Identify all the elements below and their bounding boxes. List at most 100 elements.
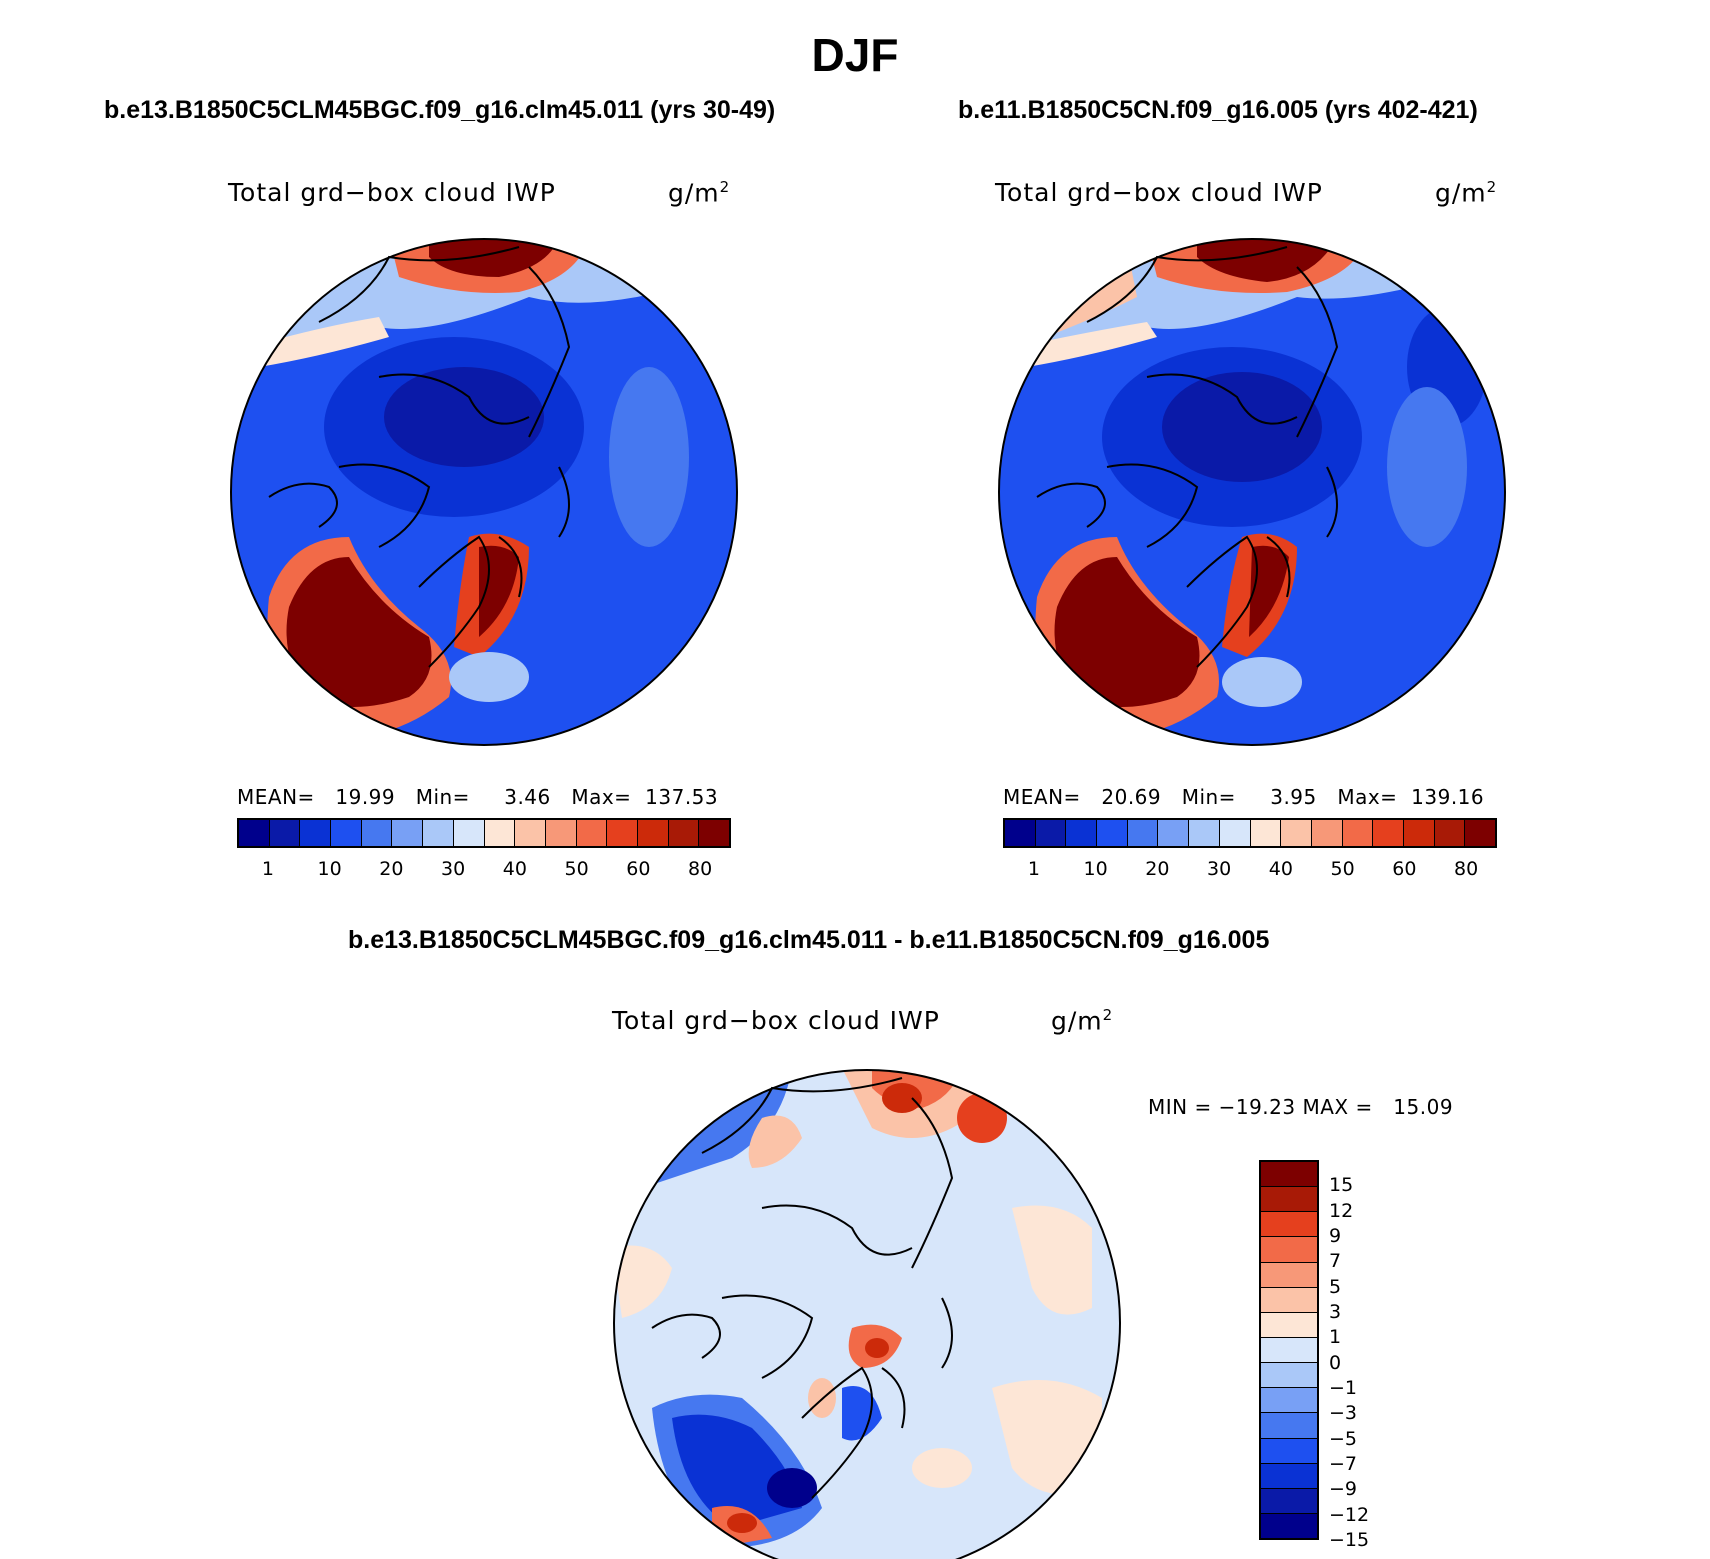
colorbar-swatch xyxy=(1066,820,1098,846)
colorbar-swatch xyxy=(1035,820,1067,846)
diff-colorbar-labels: 15 12 9 7 5 3 1 0 −1 −3 −5 −7 −9 −12 −15 xyxy=(1329,1160,1389,1551)
colorbar-tick-label: 30 xyxy=(441,858,466,880)
colorbar-swatch xyxy=(1261,1337,1317,1364)
colorbar-tick-label: 15 xyxy=(1329,1174,1354,1197)
colorbar-tick-label: 1 xyxy=(1027,858,1040,880)
colorbar-tick-label: 3 xyxy=(1329,1301,1342,1323)
colorbar-swatch xyxy=(453,820,485,846)
colorbar-tick-label: 20 xyxy=(379,858,404,880)
colorbar-tick-label: −12 xyxy=(1329,1503,1370,1526)
diff-case-title: b.e13.B1850C5CLM45BGC.f09_g16.clm45.011 … xyxy=(348,926,1270,954)
colorbar-tick-label: 10 xyxy=(317,858,342,880)
diff-minmax: MIN = −19.23 MAX = 15.09 xyxy=(1148,1095,1454,1119)
colorbar-swatch xyxy=(1158,820,1190,846)
colorbar-tick-label: 0 xyxy=(1329,1351,1342,1374)
colorbar-tick-label: −1 xyxy=(1329,1377,1358,1399)
panel1-units: g/m2 xyxy=(668,178,731,208)
panel1-variable-title: Total grd−box cloud IWP xyxy=(228,178,556,207)
colorbar-tick-label: −7 xyxy=(1329,1453,1358,1475)
colorbar-swatch xyxy=(1281,820,1312,846)
colorbar-tick-label: 80 xyxy=(688,858,713,880)
panel2-stats: MEAN= 20.69 Min= 3.95 Max= 139.16 xyxy=(1003,785,1485,809)
colorbar-swatch xyxy=(1127,820,1159,846)
colorbar-swatch xyxy=(392,820,424,846)
colorbar-swatch xyxy=(1261,1363,1317,1389)
colorbar-swatch xyxy=(1261,1438,1317,1464)
colorbar-swatch xyxy=(1250,820,1282,846)
panel2-units: g/m2 xyxy=(1435,178,1498,208)
colorbar-swatch xyxy=(1261,1388,1317,1414)
diff-polar-map xyxy=(613,1069,1121,1559)
diff-units: g/m2 xyxy=(1051,1006,1114,1036)
colorbar-swatch xyxy=(1373,820,1404,846)
colorbar-tick-label: 80 xyxy=(1454,858,1479,880)
colorbar-swatch xyxy=(1261,1488,1317,1514)
colorbar-swatch xyxy=(1261,1262,1317,1288)
colorbar-swatch xyxy=(361,820,393,846)
colorbar-swatch xyxy=(515,820,546,846)
colorbar-tick-label: 50 xyxy=(1330,858,1355,880)
colorbar-swatch xyxy=(1261,1312,1317,1338)
colorbar-swatch xyxy=(576,820,608,846)
colorbar-tick-label: −3 xyxy=(1329,1402,1358,1425)
colorbar-swatch xyxy=(1261,1162,1317,1188)
colorbar-tick-label: 60 xyxy=(1392,858,1417,880)
colorbar-tick-label: 20 xyxy=(1145,858,1170,880)
panel1-stats: MEAN= 19.99 Min= 3.46 Max= 137.53 xyxy=(237,785,719,809)
colorbar-tick-label: 12 xyxy=(1329,1199,1354,1222)
colorbar-swatch xyxy=(545,820,577,846)
panel1-colorbar-labels: 1 10 20 30 40 50 60 80 xyxy=(237,858,731,882)
colorbar-swatch xyxy=(484,820,516,846)
colorbar-tick-label: 1 xyxy=(261,858,274,880)
colorbar-swatch xyxy=(423,820,454,846)
colorbar-swatch xyxy=(607,820,638,846)
colorbar-swatch xyxy=(1219,820,1251,846)
colorbar-tick-label: 5 xyxy=(1329,1275,1342,1298)
colorbar-tick-label: 40 xyxy=(502,858,527,880)
colorbar-tick-label: 9 xyxy=(1329,1225,1342,1247)
colorbar-swatch xyxy=(1261,1513,1317,1539)
panel2-variable-title: Total grd−box cloud IWP xyxy=(995,178,1323,207)
colorbar-swatch xyxy=(1097,820,1128,846)
colorbar-swatch xyxy=(1261,1212,1317,1238)
colorbar-tick-label: 40 xyxy=(1268,858,1293,880)
panel1-colorbar xyxy=(237,818,731,848)
panel2-polar-map xyxy=(998,238,1506,746)
diff-variable-title: Total grd−box cloud IWP xyxy=(612,1006,940,1035)
colorbar-tick-label: −9 xyxy=(1329,1478,1358,1501)
colorbar-swatch xyxy=(637,820,669,846)
panel2-colorbar xyxy=(1003,818,1497,848)
colorbar-tick-label: 7 xyxy=(1329,1250,1342,1273)
colorbar-swatch xyxy=(699,820,729,846)
colorbar-swatch xyxy=(1261,1413,1317,1439)
colorbar-tick-label: 60 xyxy=(626,858,651,880)
colorbar-swatch xyxy=(668,820,700,846)
diff-colorbar xyxy=(1259,1160,1319,1540)
colorbar-swatch xyxy=(1434,820,1466,846)
colorbar-swatch xyxy=(1311,820,1343,846)
colorbar-swatch xyxy=(300,820,332,846)
colorbar-tick-label: −5 xyxy=(1329,1427,1358,1450)
colorbar-swatch xyxy=(269,820,301,846)
colorbar-swatch xyxy=(331,820,362,846)
colorbar-swatch xyxy=(1465,820,1495,846)
panel2-case-title: b.e11.B1850C5CN.f09_g16.005 (yrs 402-421… xyxy=(958,96,1478,124)
panel1-case-title: b.e13.B1850C5CLM45BGC.f09_g16.clm45.011 … xyxy=(104,96,776,124)
colorbar-tick-label: 50 xyxy=(564,858,589,880)
colorbar-swatch xyxy=(1005,820,1036,846)
figure-title: DJF xyxy=(811,29,899,81)
colorbar-swatch xyxy=(1261,1237,1317,1263)
colorbar-swatch xyxy=(1342,820,1374,846)
colorbar-tick-label: 10 xyxy=(1083,858,1108,880)
colorbar-tick-label: 30 xyxy=(1207,858,1232,880)
colorbar-swatch xyxy=(1189,820,1220,846)
colorbar-swatch xyxy=(1261,1287,1317,1313)
colorbar-tick-label: 1 xyxy=(1329,1326,1342,1349)
colorbar-swatch xyxy=(239,820,270,846)
colorbar-swatch xyxy=(1261,1187,1317,1213)
colorbar-swatch xyxy=(1261,1463,1317,1489)
colorbar-tick-label: −15 xyxy=(1329,1529,1370,1551)
panel1-polar-map xyxy=(230,238,738,746)
panel2-colorbar-labels: 1 10 20 30 40 50 60 80 xyxy=(1003,858,1497,882)
colorbar-swatch xyxy=(1403,820,1435,846)
